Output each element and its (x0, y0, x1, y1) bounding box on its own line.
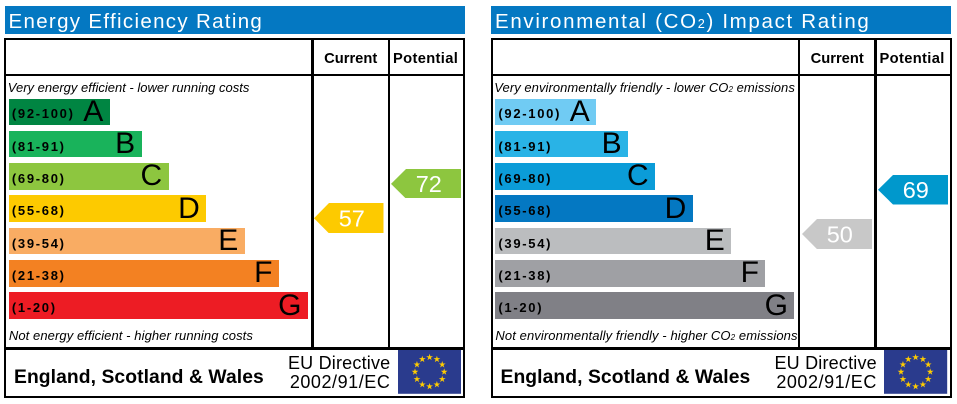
svg-text:50: 50 (827, 222, 853, 248)
svg-text:69: 69 (902, 177, 928, 203)
svg-text:57: 57 (339, 205, 365, 231)
svg-text:72: 72 (415, 171, 441, 197)
